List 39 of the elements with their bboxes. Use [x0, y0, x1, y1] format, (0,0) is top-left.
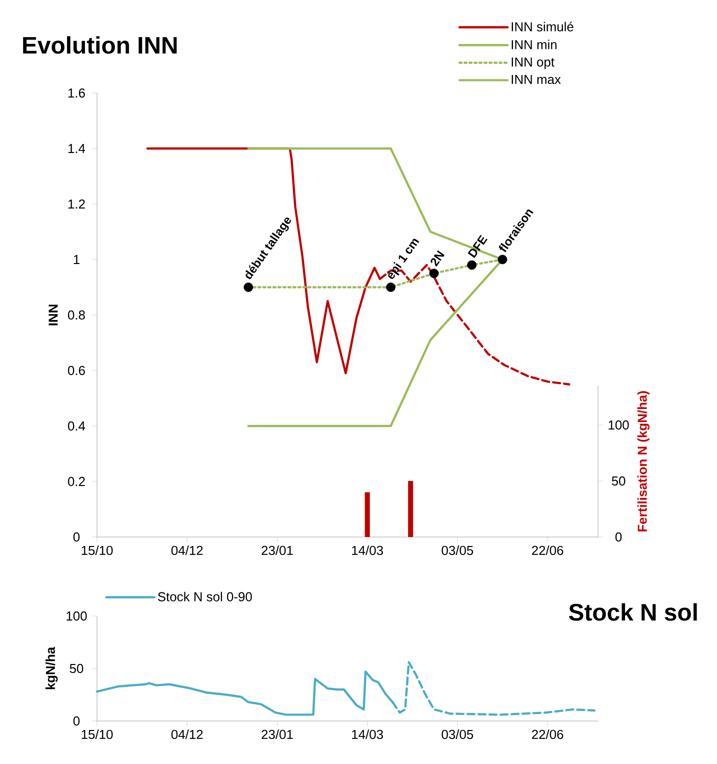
x-tick-label: 23/01 — [262, 730, 293, 740]
y2-tick-label: 100 — [608, 420, 629, 430]
annotation: 2N — [430, 250, 445, 267]
legend-label: INN simulé — [512, 22, 574, 32]
x-tick-label: 04/12 — [171, 546, 203, 556]
y-tick-label: 1.4 — [68, 144, 86, 153]
y2-axis-title: Fertilisation N (kgN/ha) — [637, 391, 650, 532]
y-tick-label: 0.4 — [68, 421, 86, 431]
y2-tick-label: 50 — [612, 476, 626, 486]
y-tick-label: 0 — [73, 716, 80, 726]
annotation: épi 1 cm — [387, 238, 420, 279]
y-tick-label: 50 — [70, 664, 84, 674]
y-tick-label: 1.2 — [68, 199, 85, 209]
x-tick-label: 14/03 — [352, 546, 383, 556]
y2-tick-label: 0 — [615, 532, 622, 542]
legend-label: INN min — [512, 40, 557, 50]
y-tick-label: 1.6 — [68, 88, 85, 98]
x-tick-label: 22/06 — [532, 730, 564, 740]
x-tick-label: 03/05 — [442, 546, 474, 556]
y-tick-label: 0.8 — [68, 310, 85, 320]
y-tick-label: 1 — [74, 255, 80, 264]
y-tick-label: 100 — [66, 611, 87, 621]
x-tick-label: 03/05 — [442, 730, 474, 740]
y-axis-title: INN — [48, 304, 58, 326]
y-tick-label: 0.6 — [68, 366, 85, 376]
chart-title: Evolution INN — [23, 36, 177, 54]
legend-label: INN opt — [512, 58, 554, 70]
x-tick-label: 15/10 — [82, 546, 113, 556]
chart-title: Stock N sol — [568, 603, 697, 621]
x-tick-label: 04/12 — [171, 730, 203, 740]
x-tick-label: 22/06 — [532, 546, 564, 556]
x-tick-label: 23/01 — [262, 546, 293, 556]
y-tick-label: 0.2 — [68, 476, 85, 486]
x-tick-label: 14/03 — [352, 730, 383, 740]
y-axis-title: kgN/ha — [46, 646, 58, 690]
legend-label: Stock N sol 0-90 — [158, 592, 252, 602]
x-tick-label: 15/10 — [82, 730, 113, 740]
y-tick-label: 0 — [73, 532, 80, 542]
legend-label: INN max — [512, 74, 561, 84]
